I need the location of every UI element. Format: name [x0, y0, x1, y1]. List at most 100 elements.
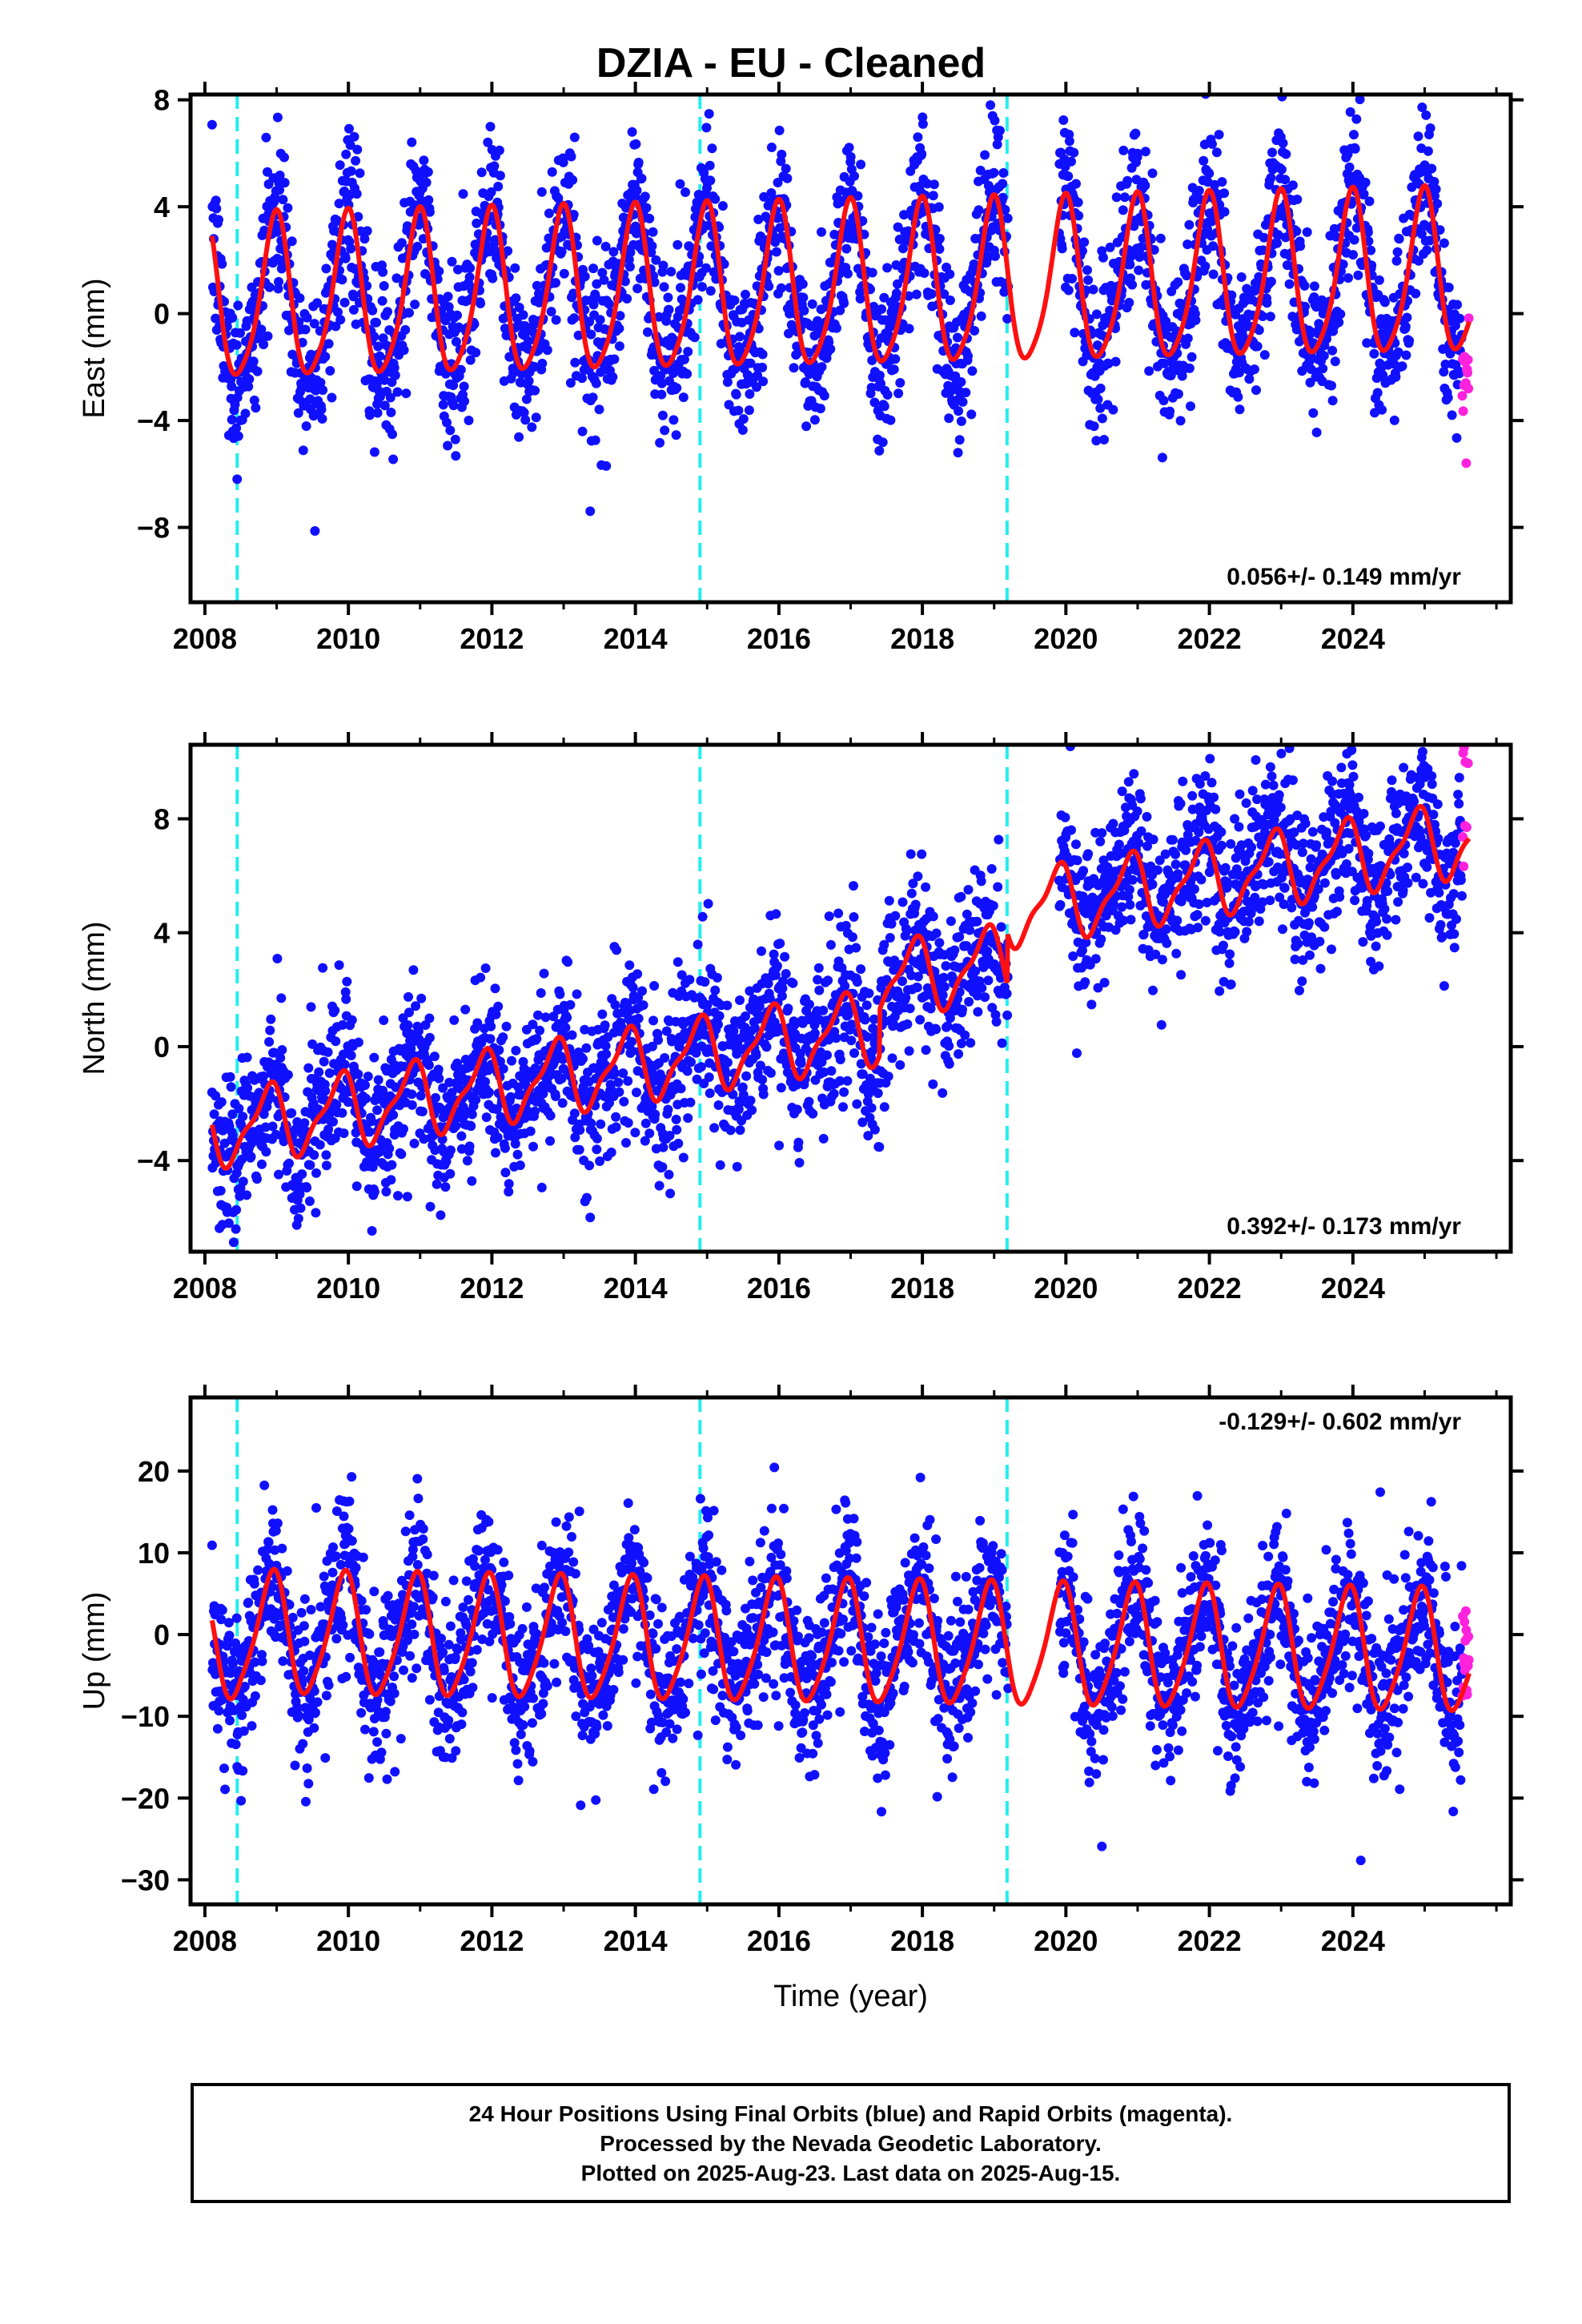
data-point: [432, 1179, 442, 1189]
data-point: [1184, 363, 1195, 373]
data-point: [1210, 179, 1220, 190]
data-point: [311, 1208, 321, 1218]
data-point: [551, 315, 561, 325]
data-point: [251, 403, 261, 413]
data-point: [934, 244, 945, 254]
data-point: [611, 1122, 621, 1132]
data-point: [243, 381, 254, 392]
data-point: [565, 378, 576, 388]
data-point: [1071, 839, 1081, 850]
data-point: [1158, 396, 1169, 406]
data-point: [1330, 356, 1340, 367]
data-point: [954, 435, 965, 445]
data-point: [485, 122, 496, 132]
data-point: [615, 311, 625, 321]
data-point: [433, 1064, 444, 1075]
data-point: [503, 246, 513, 256]
data-point: [215, 1185, 226, 1196]
data-point: [539, 968, 549, 979]
data-point: [1124, 297, 1134, 308]
data-point: [399, 1124, 408, 1134]
data-point: [275, 171, 285, 180]
data-point: [283, 1070, 293, 1080]
data-point: [391, 273, 402, 283]
data-point: [369, 1052, 379, 1063]
data-point: [263, 167, 272, 177]
data-point: [994, 834, 1004, 845]
data-point: [825, 344, 836, 354]
data-point: [1266, 173, 1276, 183]
data-point: [862, 1031, 873, 1042]
data-point: [757, 349, 768, 360]
data-point: [369, 332, 379, 342]
data-point: [337, 1108, 347, 1118]
data-point: [993, 882, 1003, 892]
data-point: [729, 1026, 739, 1036]
data-point: [278, 195, 288, 205]
data-point: [1000, 204, 1010, 215]
data-point: [1287, 180, 1298, 191]
data-point: [572, 989, 582, 999]
data-point: [1184, 219, 1195, 230]
data-point: [1070, 328, 1080, 338]
data-point: [1124, 885, 1134, 895]
data-point: [514, 303, 524, 312]
data-point: [314, 1067, 324, 1077]
data-point: [1170, 849, 1181, 859]
data-point: [842, 268, 853, 279]
data-point: [431, 1092, 440, 1103]
data-point: [938, 972, 949, 983]
data-point: [346, 243, 356, 254]
data-point: [359, 234, 370, 244]
data-point: [1182, 239, 1193, 250]
data-point: [1463, 355, 1473, 365]
data-point: [551, 278, 560, 288]
data-point: [266, 1014, 276, 1024]
data-point: [705, 175, 716, 186]
data-point: [817, 227, 826, 237]
data-point: [701, 123, 712, 133]
data-point: [846, 1035, 857, 1046]
data-point: [633, 1013, 644, 1023]
data-point: [312, 298, 323, 308]
data-point: [464, 416, 474, 425]
data-point: [610, 999, 620, 1010]
data-point: [298, 445, 308, 456]
data-point: [1199, 155, 1209, 166]
data-point: [697, 911, 708, 922]
data-point: [287, 236, 297, 247]
data-point: [1400, 321, 1411, 332]
data-point: [438, 400, 448, 410]
data-point: [436, 1210, 446, 1220]
data-point: [849, 912, 859, 922]
data-point: [323, 339, 334, 349]
data-point: [232, 474, 243, 485]
data-point: [612, 945, 622, 955]
panels-group: 2008 2010 2012 2014 2016 2018 2020 2022 2024840−…: [78, 82, 1524, 2013]
data-point: [308, 1336, 318, 1345]
data-point: [623, 1118, 633, 1128]
data-point: [438, 1083, 448, 1093]
data-point: [1071, 179, 1081, 189]
data-point: [364, 410, 375, 420]
data-point: [411, 1001, 421, 1011]
data-point: [440, 316, 451, 326]
data-point: [216, 1097, 227, 1108]
data-point: [1236, 272, 1247, 282]
data-point: [917, 849, 927, 859]
data-point: [818, 1133, 829, 1144]
data-point: [351, 1181, 362, 1192]
data-point: [302, 312, 312, 323]
data-point: [722, 1057, 733, 1068]
data-point: [421, 177, 432, 187]
data-point: [297, 1169, 307, 1180]
data-point: [683, 347, 693, 357]
data-point: [1002, 213, 1013, 223]
data-point: [752, 382, 761, 392]
data-point: [1452, 300, 1463, 310]
data-point: [581, 1043, 592, 1053]
data-point: [976, 311, 986, 321]
data-point: [624, 960, 635, 971]
data-point: [649, 365, 660, 376]
data-point: [1308, 408, 1319, 418]
